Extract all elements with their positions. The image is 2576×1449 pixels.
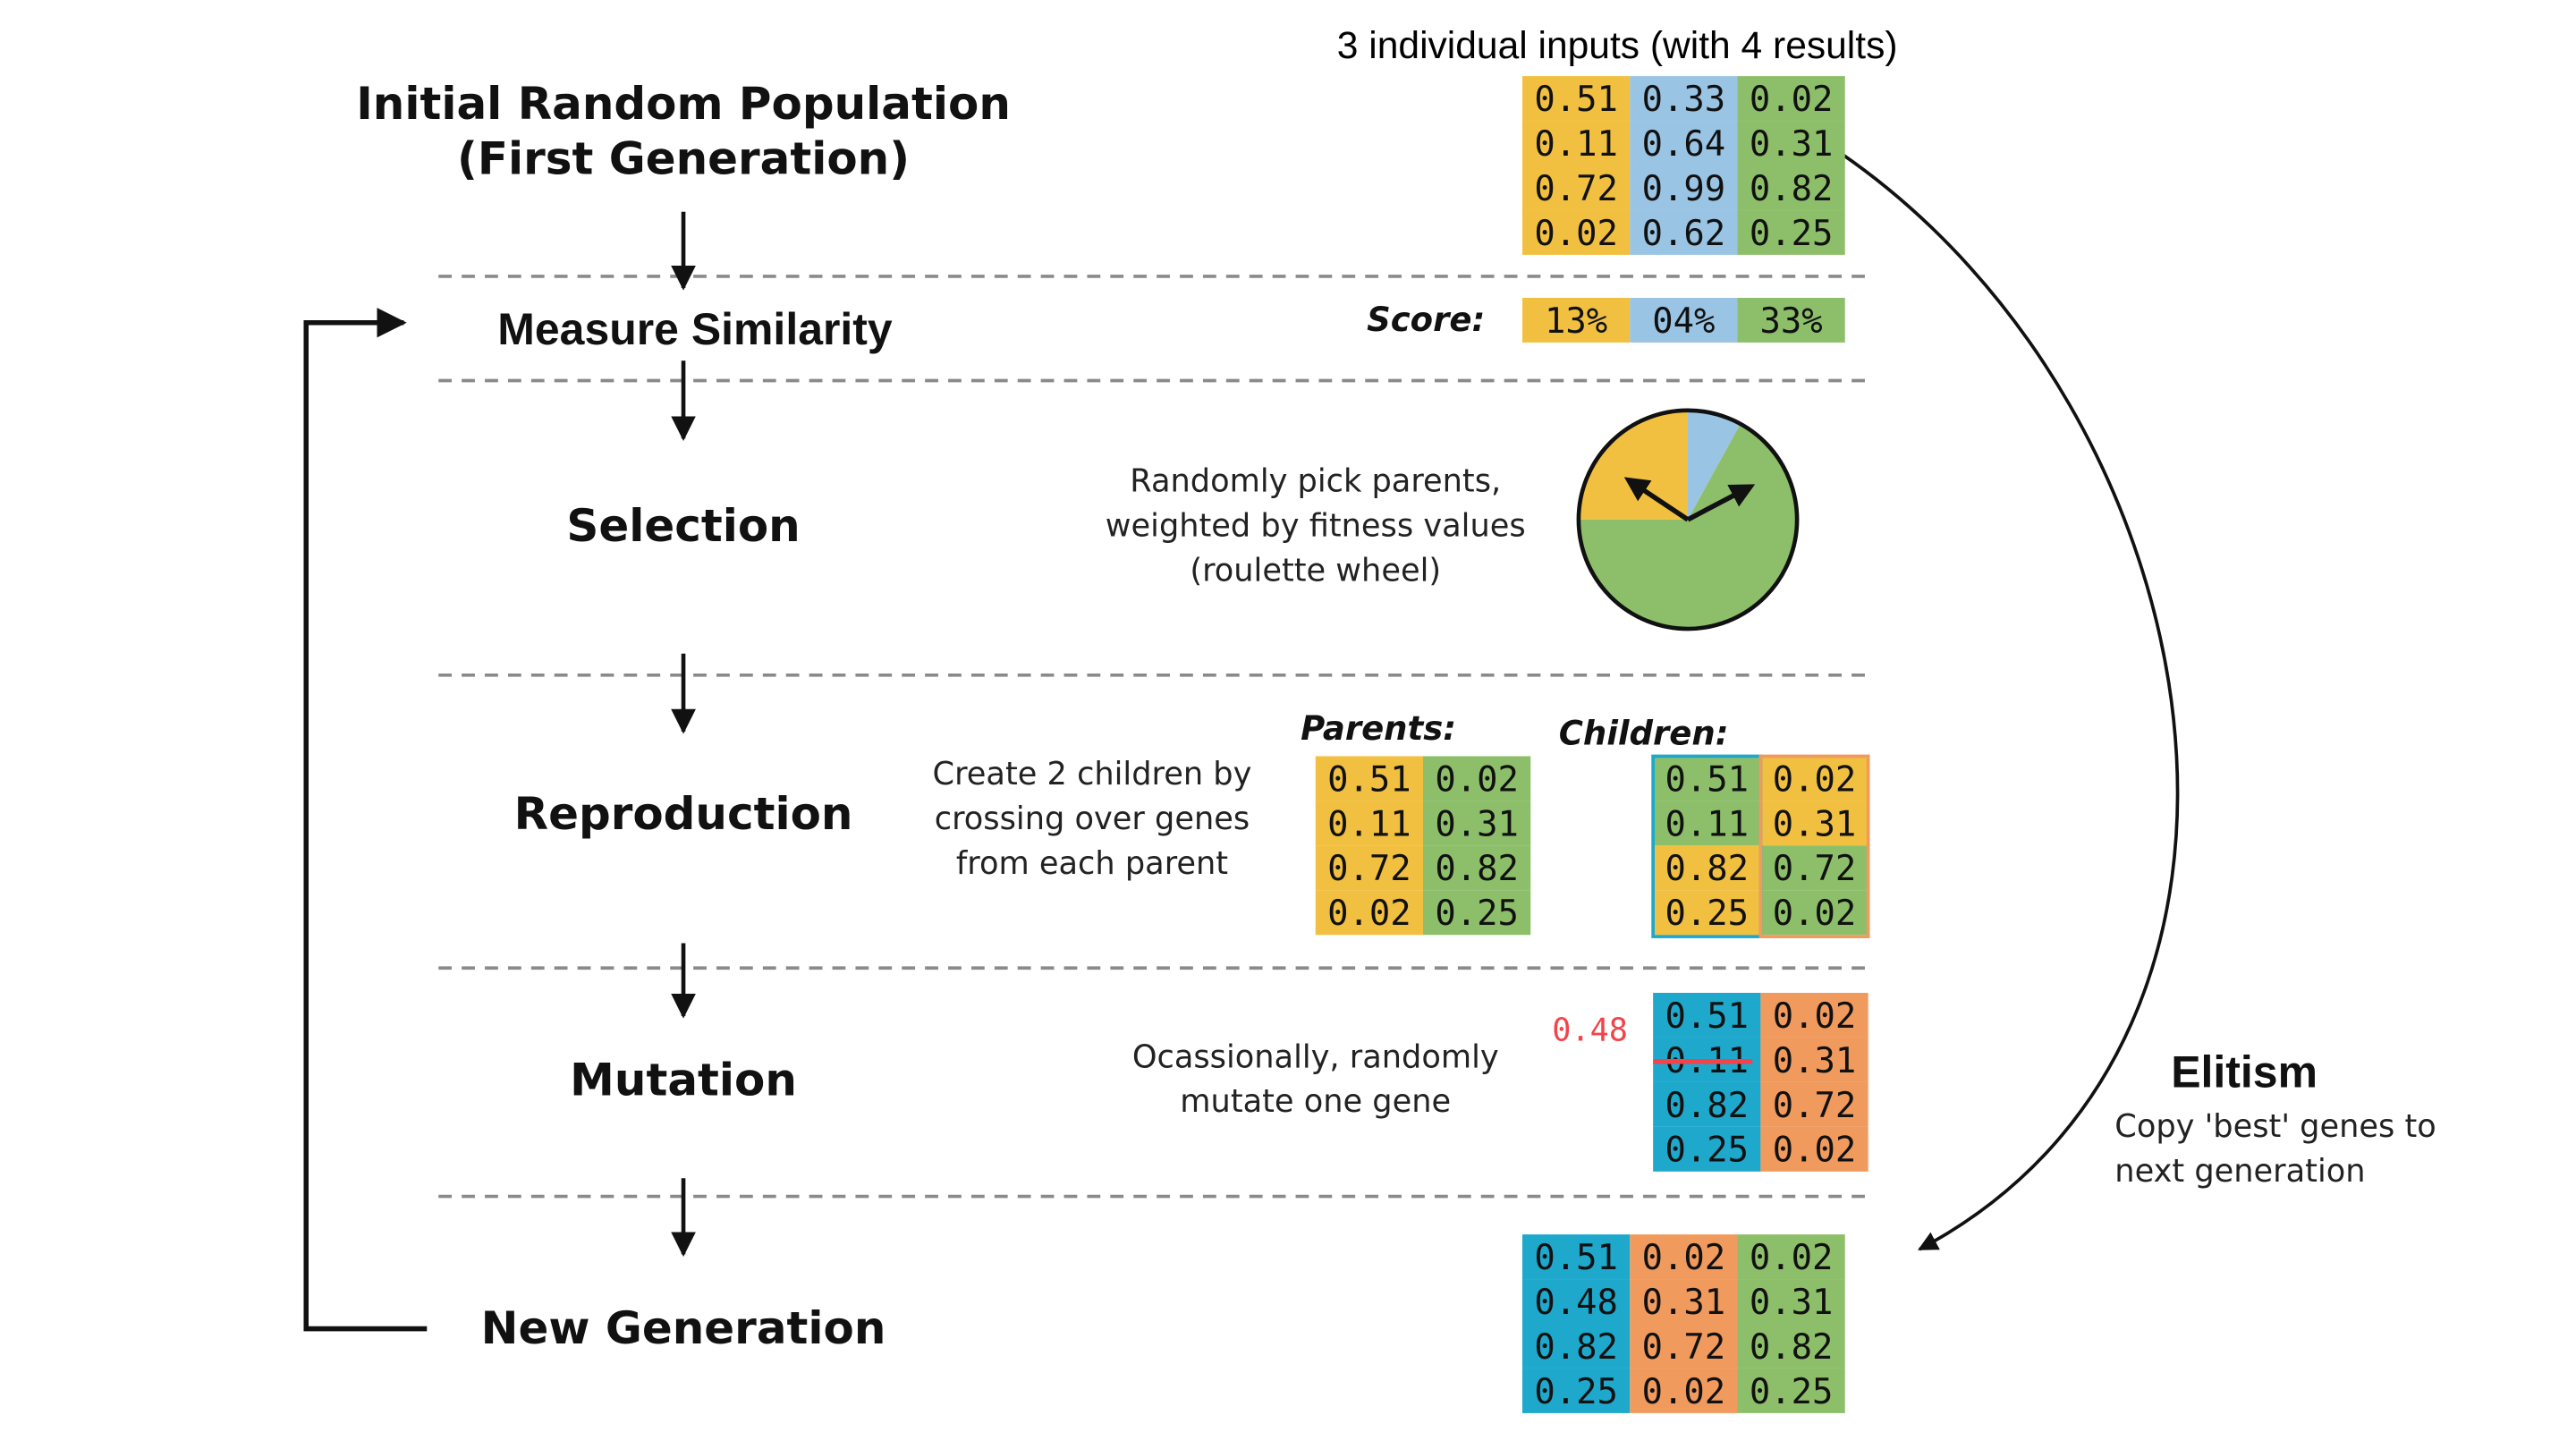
- gene-cell: 0.02: [1315, 890, 1423, 936]
- mutation-note-line: Ocassionally, randomly: [1131, 1038, 1499, 1076]
- stage-selection: Selection: [566, 501, 801, 553]
- mutation-strike: [1653, 1059, 1753, 1064]
- stage-measure-similarity: Measure Similarity: [497, 304, 893, 354]
- gene-cell: 0.02: [1760, 993, 1868, 1038]
- children-grid: 0.51 0.02 0.11 0.31 0.82 0.72 0.25 0.02: [1653, 756, 1868, 936]
- stage-initial-line2: (First Generation): [457, 133, 911, 186]
- gene-cell: 0.31: [1760, 801, 1868, 846]
- population-header: 3 individual inputs (with 4 results): [1336, 22, 1898, 66]
- gene-cell: 0.82: [1737, 165, 1845, 210]
- parents-label: Parents:: [1301, 708, 1457, 749]
- stage-mutation: Mutation: [570, 1055, 797, 1107]
- gene-cell: 0.02: [1737, 1234, 1845, 1280]
- gene-cell: 0.72: [1522, 165, 1631, 210]
- roulette-slice: [1578, 423, 1798, 629]
- selection-note-line: weighted by fitness values: [1105, 507, 1526, 545]
- elitism-description: Copy 'best' genes to next generation: [2114, 1106, 2436, 1195]
- gene-cell: 0.02: [1760, 890, 1868, 936]
- child-two-outline: [1758, 754, 1870, 938]
- stage-reproduction: Reproduction: [513, 789, 853, 841]
- gene-cell: 0.72: [1315, 845, 1423, 891]
- gene-cell: 0.25: [1423, 890, 1531, 936]
- selection-note-line: (roulette wheel): [1190, 552, 1442, 589]
- roulette-rim: [1576, 408, 1800, 631]
- elitism-title: Elitism: [2171, 1047, 2318, 1097]
- gene-cell: 0.25: [1522, 1368, 1631, 1413]
- gene-cell: 0.31: [1737, 1279, 1845, 1324]
- reproduction-note-line: Create 2 children by: [932, 756, 1252, 793]
- score-row: 13% 04% 33%: [1522, 298, 1845, 343]
- gene-cell: 0.25: [1653, 1126, 1761, 1172]
- roulette-slice: [1578, 410, 1688, 520]
- gene-cell: 0.02: [1522, 209, 1631, 255]
- gene-cell: 0.82: [1423, 845, 1531, 891]
- new-generation-grid: 0.51 0.02 0.02 0.48 0.31 0.31 0.82 0.72 0.82 0.25…: [1522, 1234, 1845, 1413]
- gene-cell: 0.51: [1653, 756, 1761, 801]
- selection-note-line: Randomly pick parents,: [1130, 463, 1502, 500]
- gene-cell: 0.02: [1760, 1126, 1868, 1172]
- children-label: Children:: [1558, 713, 1729, 753]
- elitism-description-line: Copy 'best' genes to: [2114, 1108, 2436, 1146]
- gene-cell: 0.02: [1423, 756, 1531, 801]
- elitism-description-line: next generation: [2114, 1153, 2366, 1191]
- gene-cell: 0.72: [1760, 845, 1868, 891]
- roulette-slice: [1688, 410, 1741, 520]
- gene-cell: 0.33: [1630, 76, 1738, 122]
- gene-cell: 0.82: [1653, 1081, 1761, 1127]
- gene-cell: 0.82: [1653, 845, 1761, 891]
- gene-cell: 0.99: [1630, 165, 1738, 210]
- gene-cell: 0.64: [1630, 121, 1738, 165]
- gene-cell: 0.31: [1737, 121, 1845, 165]
- gene-cell: 0.02: [1630, 1368, 1738, 1413]
- loop-back-arrow: [303, 308, 428, 1332]
- gene-cell: 0.02: [1737, 76, 1845, 122]
- gene-cell: 0.51: [1315, 756, 1423, 801]
- gene-cell: 0.25: [1737, 209, 1845, 255]
- gene-cell: 0.31: [1760, 1037, 1868, 1082]
- gene-cell: 0.72: [1630, 1324, 1738, 1368]
- mutation-note-line: mutate one gene: [1180, 1083, 1452, 1121]
- gene-cell: 0.51: [1653, 993, 1761, 1038]
- gene-cell: 0.25: [1737, 1368, 1845, 1413]
- gene-cell: 0.02: [1630, 1234, 1738, 1280]
- reproduction-note: Create 2 children by crossing over genes…: [860, 753, 1324, 887]
- gene-cell: 0.11: [1653, 801, 1761, 846]
- gene-cell: 0.51: [1522, 76, 1631, 122]
- score-label: Score:: [1367, 299, 1486, 340]
- score-cell: 33%: [1737, 298, 1845, 343]
- score-cell: 13%: [1522, 298, 1631, 343]
- gene-cell: 0.25: [1653, 890, 1761, 936]
- stage-initial-population: Initial Random Population (First Generat…: [336, 80, 1031, 185]
- gene-cell: 0.31: [1630, 1279, 1738, 1324]
- roulette-pointer: [1686, 484, 1756, 522]
- reproduction-note-line: crossing over genes: [934, 801, 1250, 838]
- stage-new-generation: New Generation: [480, 1303, 886, 1356]
- gene-cell: 0.51: [1522, 1234, 1631, 1280]
- score-cell: 04%: [1630, 298, 1738, 343]
- gene-cell: 0.11: [1315, 801, 1423, 846]
- parents-grid: 0.51 0.02 0.11 0.31 0.72 0.82 0.02 0.25: [1315, 756, 1531, 936]
- selection-note: Randomly pick parents, weighted by fitne…: [1043, 460, 1589, 594]
- gene-cell: 0.72: [1760, 1081, 1868, 1127]
- roulette-pointer: [1623, 477, 1690, 522]
- gene-cell: 0.31: [1423, 801, 1531, 846]
- gene-cell: 0.62: [1630, 209, 1738, 255]
- gene-cell: 0.82: [1737, 1324, 1845, 1368]
- stage-initial-line1: Initial Random Population: [356, 79, 1011, 131]
- gene-cell: 0.48: [1522, 1279, 1631, 1324]
- mutation-new-value: 0.48: [1552, 1013, 1628, 1049]
- gene-cell: 0.02: [1760, 756, 1868, 801]
- gene-cell: 0.82: [1522, 1324, 1631, 1368]
- mutated-grid: 0.51 0.02 0.11 0.31 0.82 0.72 0.25 0.02: [1653, 993, 1868, 1172]
- child-one-outline: [1651, 754, 1763, 938]
- mutation-note: Ocassionally, randomly mutate one gene: [1076, 1036, 1556, 1125]
- elitism-arrow: [1840, 152, 2180, 1251]
- population-grid: 0.51 0.33 0.02 0.11 0.64 0.31 0.72 0.99 0.82 0.02…: [1522, 76, 1845, 255]
- reproduction-note-line: from each parent: [955, 845, 1229, 883]
- gene-cell: 0.11: [1522, 121, 1631, 165]
